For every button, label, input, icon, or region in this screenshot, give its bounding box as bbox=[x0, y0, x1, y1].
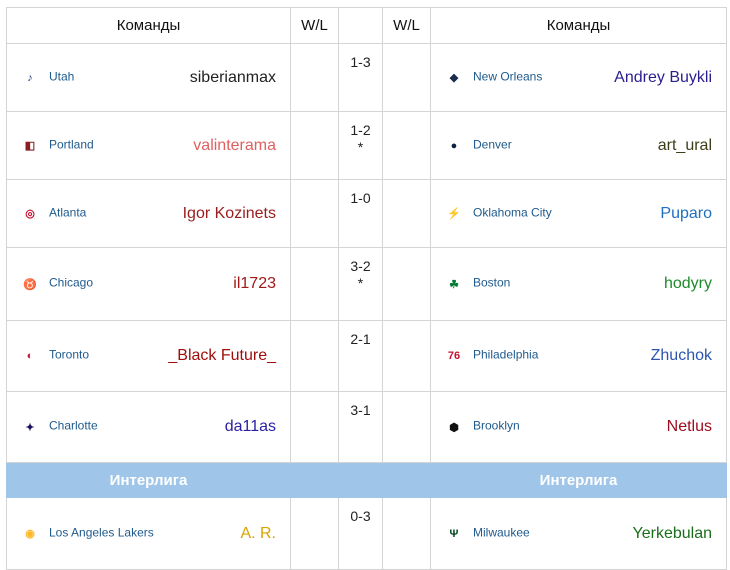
match-score: 0-3 bbox=[338, 497, 383, 570]
team-name[interactable]: Toronto bbox=[49, 347, 90, 362]
team-cell-left: ◐ Toronto _Black Future_ bbox=[6, 320, 291, 392]
hawks-logo-icon: ◎ bbox=[25, 208, 35, 220]
interliga-label-right: Интерлига bbox=[430, 462, 727, 498]
header-teams-right: Команды bbox=[430, 7, 727, 44]
team-cell-right: ⬢ Brooklyn Netlus bbox=[430, 391, 727, 463]
team-name[interactable]: Chicago bbox=[49, 275, 94, 290]
wl-right bbox=[382, 43, 431, 112]
header-wl-right: W/L bbox=[382, 7, 431, 44]
team-cell-right: ⚡ Oklahoma City Puparo bbox=[430, 179, 727, 248]
nuggets-logo-icon: ● bbox=[450, 139, 458, 152]
match-score: 2-1 bbox=[338, 320, 383, 392]
wl-left bbox=[290, 179, 339, 248]
player-name[interactable]: siberianmax bbox=[189, 68, 276, 86]
bulls-logo-icon: ♉ bbox=[23, 278, 37, 291]
player-name[interactable]: da11as bbox=[224, 418, 276, 435]
interliga-label-left: Интерлига bbox=[6, 462, 291, 498]
celtics-logo-icon: ☘ bbox=[449, 278, 459, 291]
player-name[interactable]: hodyry bbox=[663, 275, 712, 292]
player-name[interactable]: Yerkebulan bbox=[632, 524, 712, 542]
team-cell-right: ◆ New Orleans Andrey Buykli bbox=[430, 43, 727, 112]
raptors-logo-icon: ◐ bbox=[26, 350, 34, 362]
team-name[interactable]: Portland bbox=[49, 137, 94, 152]
wl-right bbox=[382, 179, 431, 248]
team-cell-left: ◉ Los Angeles Lakers A. R. bbox=[6, 497, 291, 570]
wl-left bbox=[290, 247, 339, 321]
team-name[interactable]: Philadelphia bbox=[473, 347, 539, 362]
wl-right bbox=[382, 391, 431, 463]
team-cell-left: ♉ Chicago il1723 bbox=[6, 247, 291, 321]
team-name[interactable]: Los Angeles Lakers bbox=[49, 525, 154, 540]
team-cell-left: ✦ Charlotte da11as bbox=[6, 391, 291, 463]
match-row: ◎ Atlanta Igor Kozinets 1-0 ⚡ Oklahoma C… bbox=[6, 179, 727, 248]
player-name[interactable]: Zhuchok bbox=[650, 347, 712, 364]
team-cell-right: ☘ Boston hodyry bbox=[430, 247, 727, 321]
bucks-logo-icon: Ψ bbox=[449, 527, 459, 540]
player-name[interactable]: il1723 bbox=[233, 275, 276, 292]
team-name[interactable]: Boston bbox=[473, 275, 511, 290]
match-score: 1-0 bbox=[338, 179, 383, 248]
wl-left bbox=[290, 43, 339, 112]
player-name[interactable]: Andrey Buykli bbox=[614, 68, 712, 86]
team-cell-left: ◎ Atlanta Igor Kozinets bbox=[6, 179, 291, 248]
wl-left bbox=[290, 497, 339, 570]
player-name[interactable]: Igor Kozinets bbox=[182, 204, 276, 222]
player-name[interactable]: Netlus bbox=[666, 418, 712, 435]
pelicans-logo-icon: ◆ bbox=[449, 72, 459, 84]
match-row: ♪ Utah siberianmax 1-3 ◆ New Orleans And… bbox=[6, 43, 727, 112]
hornets-logo-icon: ✦ bbox=[25, 421, 35, 434]
team-name[interactable]: Brooklyn bbox=[473, 418, 520, 433]
wl-right bbox=[382, 111, 431, 180]
wl-left bbox=[290, 320, 339, 392]
match-score: 1-3 bbox=[338, 43, 383, 112]
player-name[interactable]: Puparo bbox=[660, 204, 712, 222]
header-row: Команды W/L W/L Команды bbox=[6, 7, 727, 44]
team-name[interactable]: Denver bbox=[473, 137, 512, 152]
team-cell-left: ◧ Portland valinterama bbox=[6, 111, 291, 180]
wl-right bbox=[382, 247, 431, 321]
match-row: ◧ Portland valinterama 1-2 * ● Denver art… bbox=[6, 111, 727, 180]
match-score: 3-2 * bbox=[338, 247, 383, 321]
match-row: ◉ Los Angeles Lakers A. R. 0-3 Ψ Milwauk… bbox=[6, 497, 727, 570]
team-name[interactable]: Atlanta bbox=[49, 205, 87, 220]
header-teams-left: Команды bbox=[6, 7, 291, 44]
team-cell-right: Ψ Milwaukee Yerkebulan bbox=[430, 497, 727, 570]
match-score: 1-2 * bbox=[338, 111, 383, 180]
team-name[interactable]: Utah bbox=[49, 69, 75, 84]
match-row: ✦ Charlotte da11as 3-1 ⬢ Brooklyn Netlus bbox=[6, 391, 727, 463]
team-cell-right: ● Denver art_ural bbox=[430, 111, 727, 180]
wl-right bbox=[382, 320, 431, 392]
team-name[interactable]: New Orleans bbox=[473, 69, 543, 84]
team-cell-right: 76 Philadelphia Zhuchok bbox=[430, 320, 727, 392]
match-row: ◐ Toronto _Black Future_ 2-1 76 Philadel… bbox=[6, 320, 727, 392]
header-wl-left: W/L bbox=[290, 7, 339, 44]
score-note: * bbox=[357, 139, 364, 155]
player-name[interactable]: art_ural bbox=[657, 136, 712, 154]
interliga-row: Интерлига Интерлига bbox=[6, 462, 727, 498]
76ers-logo-icon: 76 bbox=[447, 350, 461, 362]
wl-left bbox=[290, 111, 339, 180]
team-name[interactable]: Oklahoma City bbox=[473, 205, 552, 220]
lakers-logo-icon: ◉ bbox=[25, 528, 35, 540]
nets-logo-icon: ⬢ bbox=[449, 421, 459, 434]
team-name[interactable]: Charlotte bbox=[49, 418, 98, 433]
blazers-logo-icon: ◧ bbox=[24, 140, 36, 152]
player-name[interactable]: A. R. bbox=[240, 524, 276, 542]
standings-table: Команды W/L W/L Команды ♪ Utah siberianm… bbox=[6, 7, 727, 570]
jazz-logo-icon: ♪ bbox=[27, 71, 33, 84]
match-row: ♉ Chicago il1723 3-2 * ☘ Boston hodyry bbox=[6, 247, 727, 321]
wl-right bbox=[382, 497, 431, 570]
player-name[interactable]: _Black Future_ bbox=[168, 347, 276, 364]
player-name[interactable]: valinterama bbox=[193, 136, 276, 154]
score-note: * bbox=[357, 275, 364, 291]
thunder-logo-icon: ⚡ bbox=[447, 208, 461, 220]
team-name[interactable]: Milwaukee bbox=[473, 525, 530, 540]
team-cell-left: ♪ Utah siberianmax bbox=[6, 43, 291, 112]
wl-left bbox=[290, 391, 339, 463]
match-score: 3-1 bbox=[338, 391, 383, 463]
